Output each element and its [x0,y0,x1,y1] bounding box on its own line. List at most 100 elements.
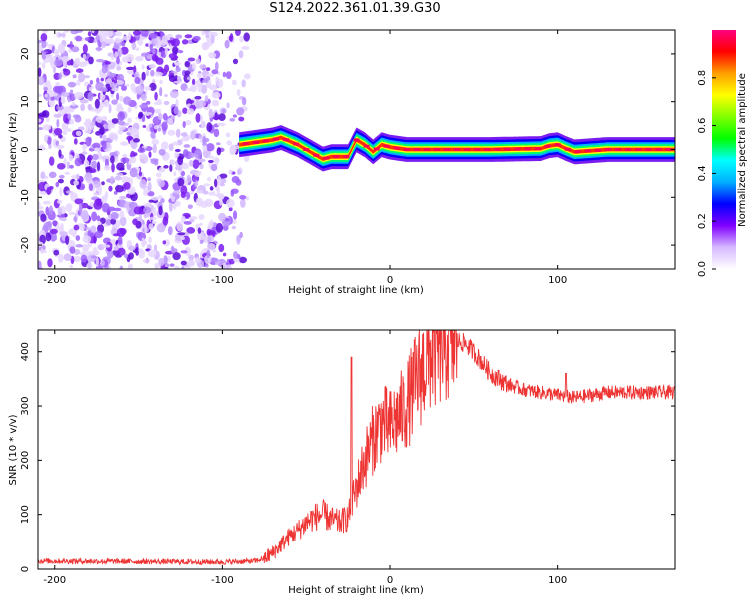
noise-blob [128,201,138,209]
noise-blob [92,142,101,149]
noise-blob [214,178,218,188]
noise-blob [75,79,81,86]
noise-blob [117,129,124,135]
noise-blob [195,58,201,65]
noise-blob [156,36,161,42]
noise-blob [123,182,131,190]
noise-blob [135,246,140,256]
noise-blob [186,76,192,81]
noise-blob [43,222,52,231]
noise-blob [193,149,203,160]
noise-blob [57,207,62,216]
noise-blob [93,39,97,44]
noise-blob [216,78,224,88]
noise-blob [44,80,51,85]
colorbar-label: Normalized spectral amplitude [737,73,748,227]
noise-blob [157,99,162,104]
noise-blob [113,191,118,195]
noise-blob [41,30,49,34]
noise-blob [68,154,73,162]
y-tick-label: -20 [20,237,31,253]
noise-blob [158,148,166,156]
noise-blob [73,216,78,222]
noise-blob [96,215,101,222]
noise-blob [104,61,111,65]
noise-blob [241,79,246,88]
noise-blob [232,58,239,65]
noise-blob [142,124,147,129]
noise-blob [41,62,46,69]
noise-blob [195,197,203,207]
y-tick-label: 20 [20,48,31,61]
noise-blob [182,107,188,114]
ridge-peak [615,148,622,151]
ridge-peak [464,148,471,151]
noise-blob [159,39,168,46]
noise-blob [219,173,228,179]
noise-blob [111,162,115,173]
noise-blob [57,178,64,184]
noise-blob [101,40,106,49]
noise-blob [176,221,183,232]
ridge-peak [584,149,591,153]
noise-blob [234,145,240,150]
noise-blob [196,73,202,79]
noise-blob [207,159,214,164]
noise-blob [93,250,100,256]
noise-blob [50,96,55,101]
noise-blob [170,245,175,254]
noise-blob [59,187,63,197]
noise-blob [218,113,226,121]
snr-y-label: SNR (10 * v/v) [8,414,19,485]
noise-blob [162,240,167,245]
noise-blob [209,186,214,191]
x-tick-label: 100 [548,575,567,586]
noise-blob [41,39,47,49]
noise-blob [189,84,198,93]
noise-blob [222,262,227,269]
noise-blob [147,249,157,258]
noise-blob [117,247,126,256]
noise-blob [156,51,162,57]
noise-blob [225,71,232,79]
noise-blob [148,123,153,128]
noise-blob [157,179,166,188]
ridge-peak [383,144,390,148]
noise-blob [56,163,66,170]
noise-blob [91,211,98,222]
noise-blob [78,203,83,213]
noise-blob [189,190,195,195]
noise-blob [216,122,226,127]
noise-blob [38,93,43,97]
ridge-peak [594,148,601,152]
noise-blob [87,31,92,37]
noise-blob [218,193,225,201]
ridge-peak [313,153,320,157]
noise-blob [52,66,57,74]
noise-blob [58,149,62,158]
x-tick-label: -100 [211,575,234,586]
noise-blob [72,74,77,79]
noise-blob [58,33,66,37]
noise-blob [73,255,81,263]
noise-blob [130,83,136,91]
noise-blob [38,61,42,66]
noise-blob [199,163,204,170]
x-tick-label: -200 [43,275,66,286]
ridge-peak [353,138,360,142]
noise-blob [180,132,188,137]
noise-blob [150,131,156,139]
noise-blob [150,196,160,201]
noise-blob [113,44,120,49]
noise-blob [244,73,251,80]
noise-blob [208,108,214,119]
noise-blob [71,101,76,107]
noise-blob [203,183,210,187]
noise-blob [129,167,138,178]
noise-blob [38,181,47,192]
noise-blob [118,125,126,131]
noise-blob [138,153,148,159]
noise-blob [186,108,195,115]
noise-blob [95,116,103,123]
